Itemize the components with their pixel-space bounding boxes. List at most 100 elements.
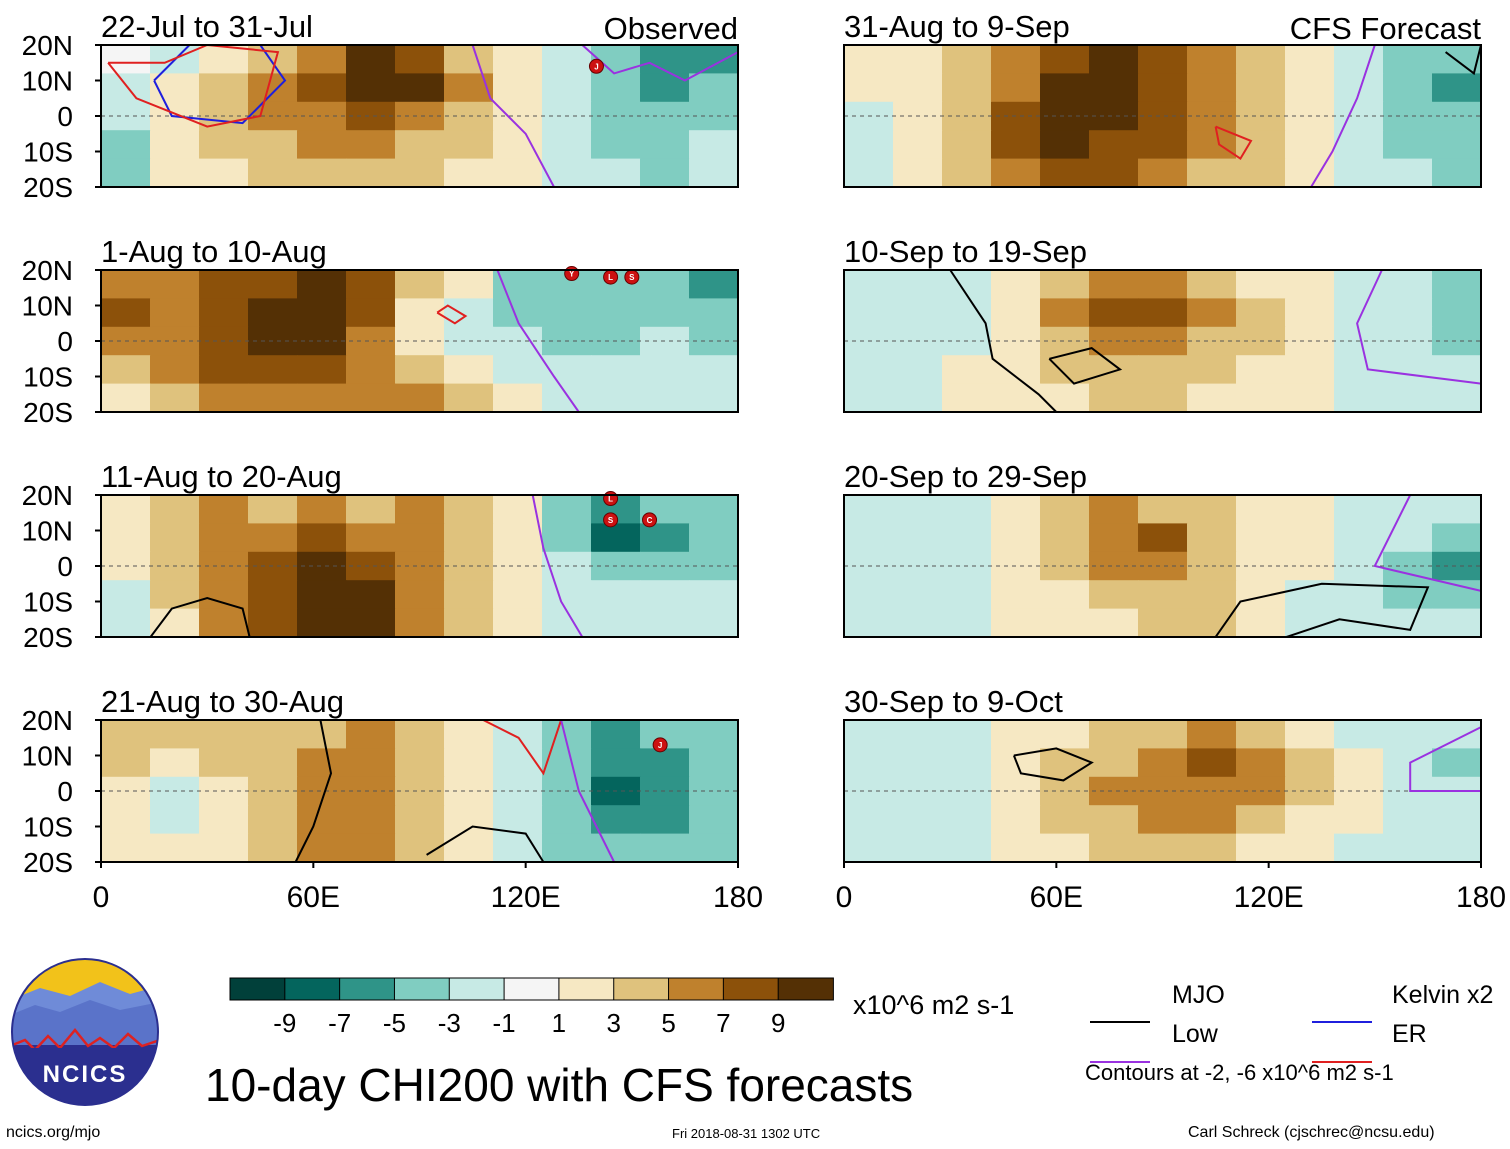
heatmap-cell — [1138, 495, 1188, 524]
heatmap-cell — [1187, 720, 1237, 749]
heatmap-cell — [150, 355, 200, 385]
heatmap-cell — [493, 720, 543, 749]
heatmap-cell — [1089, 580, 1139, 610]
site-url[interactable]: ncics.org/mjo — [6, 1124, 101, 1141]
wave-contour — [560, 719, 615, 863]
storm-marker — [603, 512, 619, 528]
heatmap-cell — [395, 355, 445, 385]
storm-letter: J — [594, 62, 598, 71]
heatmap-cell — [150, 608, 200, 638]
heatmap-cell — [689, 833, 739, 863]
heatmap-cell — [1138, 833, 1188, 863]
heatmap-cell — [591, 580, 641, 610]
heatmap-cell — [640, 523, 690, 553]
heatmap-cell — [893, 73, 943, 103]
colorbar: -9 -7 -5 -3 -1 1 3 5 7 9 — [229, 977, 834, 1038]
y-tick-label: 0 — [57, 551, 73, 582]
heatmap-cell — [444, 608, 494, 638]
heatmap-cell — [1432, 833, 1482, 863]
heatmap-cell — [1040, 833, 1090, 863]
y-tick-label: 10N — [22, 741, 73, 772]
heatmap-cell — [1089, 101, 1139, 131]
heatmap-cell — [444, 495, 494, 524]
heatmap-cell — [893, 748, 943, 778]
heatmap-cell — [1383, 298, 1433, 328]
column-title: Observed — [604, 11, 738, 46]
heatmap-cell — [248, 158, 298, 188]
heatmap-cell — [297, 158, 347, 188]
heatmap-cell — [395, 73, 445, 103]
heatmap-cell — [1285, 383, 1335, 413]
heatmap-cell — [297, 833, 347, 863]
heatmap-cell — [1138, 355, 1188, 385]
wave-contour — [1214, 125, 1253, 161]
heatmap-cell — [689, 383, 739, 413]
heatmap-cell — [844, 608, 894, 638]
heatmap-cell — [248, 130, 298, 160]
heatmap-cell — [844, 833, 894, 863]
heatmap-cell — [493, 748, 543, 778]
heatmap-cell — [844, 383, 894, 413]
heatmap-cell — [689, 776, 739, 806]
y-tick-label: 20N — [22, 30, 73, 61]
heatmap-cell — [150, 383, 200, 413]
heatmap-cell — [493, 608, 543, 638]
heatmap-cell — [150, 833, 200, 863]
heatmap-cell — [640, 158, 690, 188]
heatmap-cell — [942, 805, 992, 835]
heatmap-cell — [689, 45, 739, 74]
heatmap-cell — [1432, 523, 1482, 553]
heatmap-cell — [395, 158, 445, 188]
heatmap-cell — [542, 608, 592, 638]
heatmap-cell — [150, 270, 200, 299]
heatmap-cell — [101, 383, 151, 413]
heatmap-cell — [444, 270, 494, 299]
heatmap-cell — [1236, 270, 1286, 299]
colorbar-label: 5 — [661, 1008, 675, 1038]
heatmap-cell — [199, 355, 249, 385]
heatmap-cell — [1383, 720, 1433, 749]
heatmap-cell — [640, 45, 690, 74]
heatmap-cell — [1138, 130, 1188, 160]
colorbar-swatch — [393, 977, 451, 1001]
storm-letter: Y — [569, 270, 575, 279]
heatmap-cell — [1285, 73, 1335, 103]
legend-label-kelvin: Kelvin x2 — [1392, 981, 1494, 1009]
heatmap-cell — [248, 355, 298, 385]
heatmap-cell — [444, 73, 494, 103]
heatmap-cell — [1334, 298, 1384, 328]
x-tick-label: 60E — [287, 881, 340, 914]
heatmap-cell — [493, 523, 543, 553]
heatmap-cell — [542, 523, 592, 553]
heatmap-cell — [689, 326, 739, 356]
heatmap-cell — [844, 720, 894, 749]
colorbar-label: 1 — [552, 1008, 566, 1038]
colorbar-label: -9 — [273, 1008, 296, 1038]
column-title: CFS Forecast — [1290, 11, 1482, 46]
heatmap-cell — [346, 270, 396, 299]
heatmap-cell — [1040, 298, 1090, 328]
heatmap-cell — [346, 580, 396, 610]
heatmap-cell — [493, 158, 543, 188]
heatmap-cell — [1236, 495, 1286, 524]
heatmap-cell — [942, 720, 992, 749]
heatmap-cell — [1187, 805, 1237, 835]
heatmap-cell — [1432, 326, 1482, 356]
heatmap-cell — [199, 748, 249, 778]
heatmap-cell — [1040, 580, 1090, 610]
heatmap-cell — [1138, 158, 1188, 188]
heatmap-cell — [1138, 748, 1188, 778]
heatmap-cell — [101, 523, 151, 553]
heatmap-cell — [150, 298, 200, 328]
colorbar-label: 9 — [771, 1008, 785, 1038]
heatmap-cell — [1187, 355, 1237, 385]
heatmap-cell — [1187, 383, 1237, 413]
heatmap-cell — [493, 355, 543, 385]
heatmap-cell — [1285, 298, 1335, 328]
heatmap-cell — [493, 270, 543, 299]
heatmap-cell — [346, 158, 396, 188]
heatmap-cell — [395, 298, 445, 328]
legend-line-er — [1312, 1061, 1372, 1063]
heatmap-cell — [640, 833, 690, 863]
wave-contour — [949, 269, 1058, 413]
